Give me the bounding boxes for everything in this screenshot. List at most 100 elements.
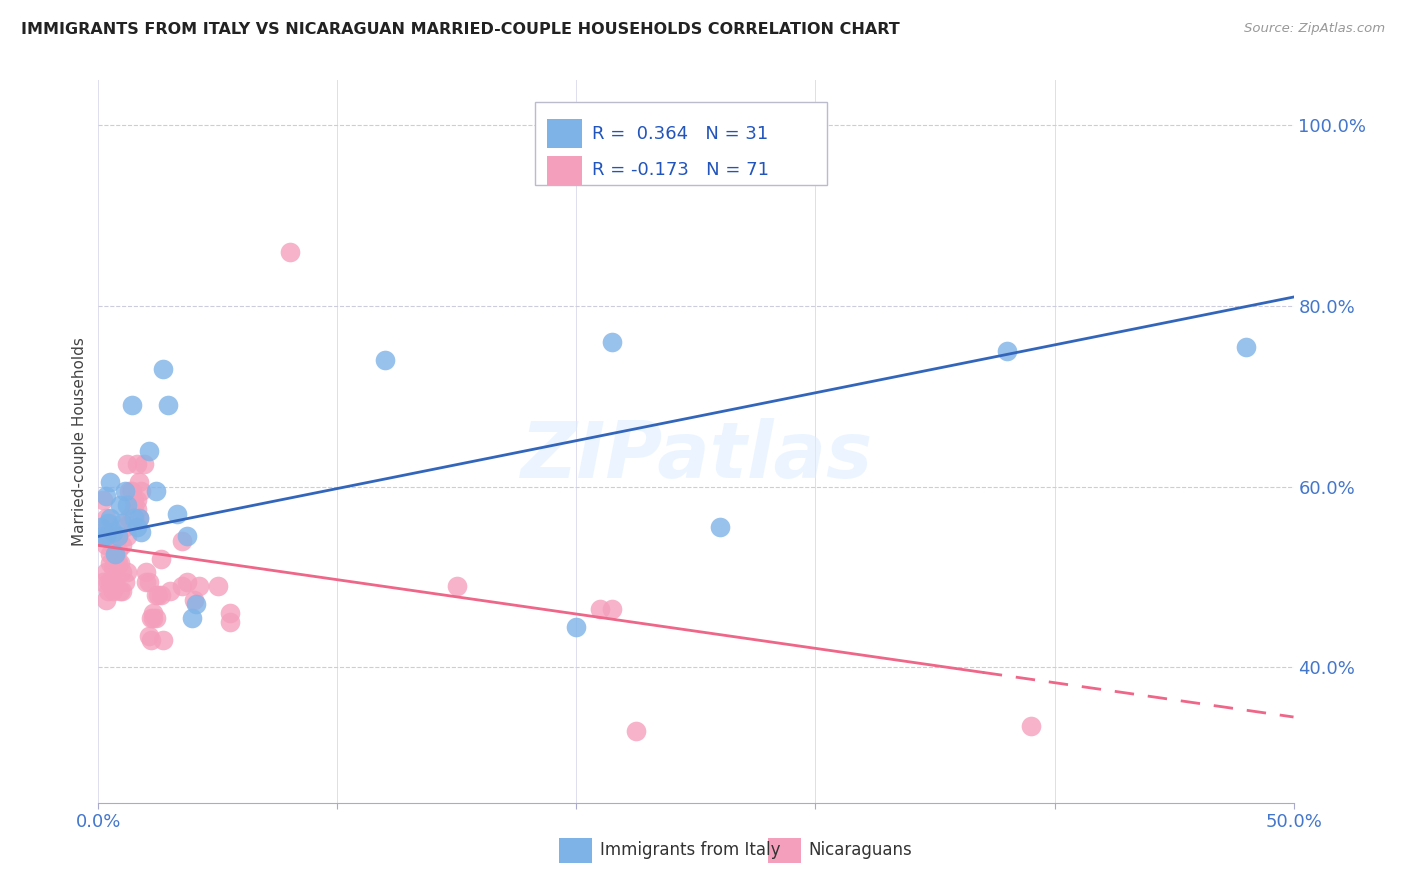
Point bbox=[145, 588, 167, 602]
Point bbox=[115, 498, 138, 512]
Point bbox=[124, 493, 146, 508]
Point bbox=[114, 574, 136, 589]
Point bbox=[207, 579, 229, 593]
Point bbox=[107, 529, 129, 543]
FancyBboxPatch shape bbox=[534, 102, 827, 185]
Point bbox=[97, 583, 120, 598]
Point bbox=[94, 489, 117, 503]
Point bbox=[1234, 340, 1257, 354]
Text: ZIPatlas: ZIPatlas bbox=[520, 418, 872, 494]
Point bbox=[101, 524, 124, 539]
Point bbox=[138, 629, 160, 643]
Point bbox=[172, 533, 194, 548]
Point bbox=[172, 579, 194, 593]
Point bbox=[187, 579, 209, 593]
Point bbox=[374, 353, 396, 368]
Point bbox=[115, 457, 138, 471]
Point bbox=[114, 520, 136, 534]
Point bbox=[107, 557, 129, 571]
Point bbox=[142, 610, 165, 624]
Point bbox=[98, 520, 122, 534]
Text: Source: ZipAtlas.com: Source: ZipAtlas.com bbox=[1244, 22, 1385, 36]
Point bbox=[124, 511, 146, 525]
Point bbox=[91, 493, 114, 508]
Point bbox=[995, 344, 1018, 359]
Point bbox=[138, 443, 160, 458]
Point bbox=[98, 557, 122, 571]
Point bbox=[97, 574, 120, 589]
Point bbox=[125, 457, 148, 471]
Point bbox=[121, 398, 143, 412]
Point bbox=[128, 511, 150, 525]
Point bbox=[115, 566, 138, 580]
Point bbox=[589, 601, 612, 615]
Point bbox=[90, 520, 112, 534]
Point bbox=[94, 529, 117, 543]
Y-axis label: Married-couple Households: Married-couple Households bbox=[72, 337, 87, 546]
Point bbox=[111, 566, 134, 580]
Point bbox=[142, 606, 165, 620]
Point bbox=[626, 723, 648, 738]
Text: Immigrants from Italy: Immigrants from Italy bbox=[600, 841, 780, 859]
Point bbox=[94, 538, 117, 552]
Point bbox=[91, 524, 114, 539]
Point bbox=[91, 574, 114, 589]
Point bbox=[149, 588, 172, 602]
Point bbox=[145, 610, 167, 624]
Point bbox=[139, 633, 162, 648]
Point bbox=[104, 566, 127, 580]
Point bbox=[219, 615, 242, 630]
Point bbox=[101, 561, 124, 575]
Point bbox=[104, 548, 127, 562]
Point bbox=[152, 362, 174, 376]
Point bbox=[176, 529, 198, 543]
Point bbox=[183, 592, 205, 607]
Point bbox=[111, 516, 134, 530]
Point bbox=[219, 606, 242, 620]
Point bbox=[156, 398, 179, 412]
Point bbox=[114, 484, 136, 499]
Point bbox=[180, 610, 202, 624]
Point bbox=[176, 574, 198, 589]
Point bbox=[118, 511, 141, 525]
Point bbox=[709, 520, 731, 534]
Point bbox=[1019, 719, 1042, 733]
Point bbox=[152, 633, 174, 648]
Point bbox=[446, 579, 468, 593]
Point bbox=[121, 511, 143, 525]
Point bbox=[108, 557, 131, 571]
Point bbox=[138, 574, 160, 589]
Point bbox=[135, 574, 157, 589]
Point bbox=[118, 484, 141, 499]
Point bbox=[107, 529, 129, 543]
Point bbox=[101, 583, 124, 598]
Point bbox=[90, 529, 112, 543]
Point bbox=[131, 484, 153, 499]
Point bbox=[135, 566, 157, 580]
Point bbox=[91, 529, 114, 543]
Point bbox=[104, 574, 127, 589]
FancyBboxPatch shape bbox=[558, 838, 592, 863]
Point bbox=[139, 610, 162, 624]
Point bbox=[94, 566, 117, 580]
Point bbox=[148, 588, 170, 602]
Point bbox=[115, 529, 138, 543]
Point bbox=[97, 516, 120, 530]
Text: IMMIGRANTS FROM ITALY VS NICARAGUAN MARRIED-COUPLE HOUSEHOLDS CORRELATION CHART: IMMIGRANTS FROM ITALY VS NICARAGUAN MARR… bbox=[21, 22, 900, 37]
Point bbox=[107, 542, 129, 557]
Point bbox=[149, 552, 172, 566]
Point bbox=[108, 498, 131, 512]
Text: R =  0.364   N = 31: R = 0.364 N = 31 bbox=[592, 125, 768, 143]
Point bbox=[98, 548, 122, 562]
FancyBboxPatch shape bbox=[547, 155, 582, 185]
Point bbox=[565, 620, 588, 634]
Point bbox=[166, 507, 188, 521]
Point bbox=[98, 511, 122, 525]
Point bbox=[111, 583, 134, 598]
Point bbox=[94, 592, 117, 607]
Point bbox=[125, 493, 148, 508]
Point bbox=[159, 583, 181, 598]
Point bbox=[128, 475, 150, 490]
Point bbox=[108, 583, 131, 598]
Point bbox=[121, 484, 143, 499]
